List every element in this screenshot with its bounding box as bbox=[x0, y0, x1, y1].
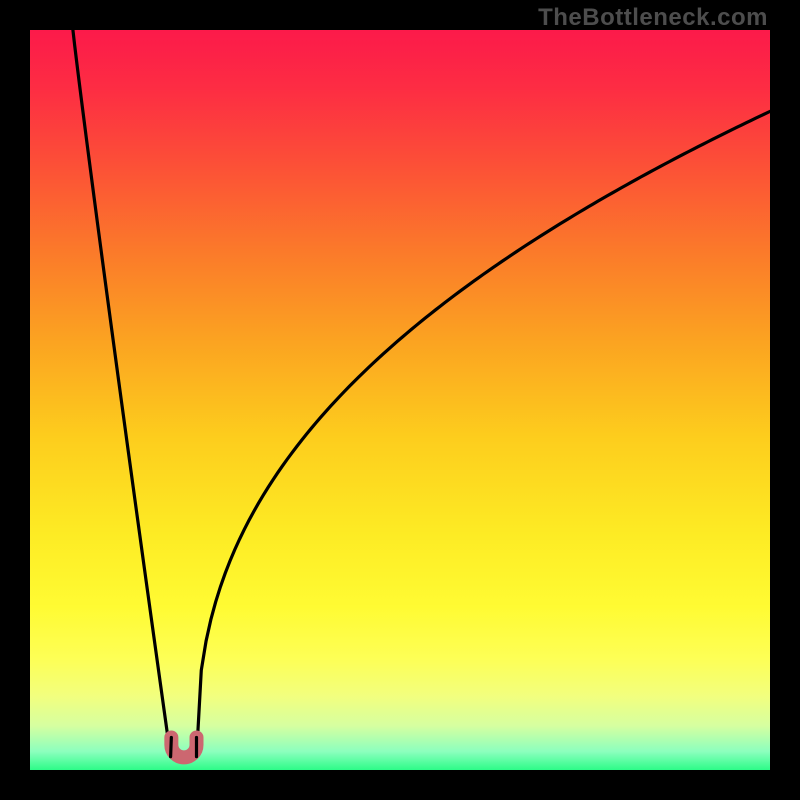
watermark-text: TheBottleneck.com bbox=[538, 4, 768, 32]
curve-left-branch bbox=[73, 30, 171, 757]
valley-u-marker bbox=[171, 737, 196, 757]
curve-right-branch bbox=[197, 111, 771, 756]
bottleneck-curve bbox=[30, 30, 770, 770]
plot-area bbox=[30, 30, 770, 770]
